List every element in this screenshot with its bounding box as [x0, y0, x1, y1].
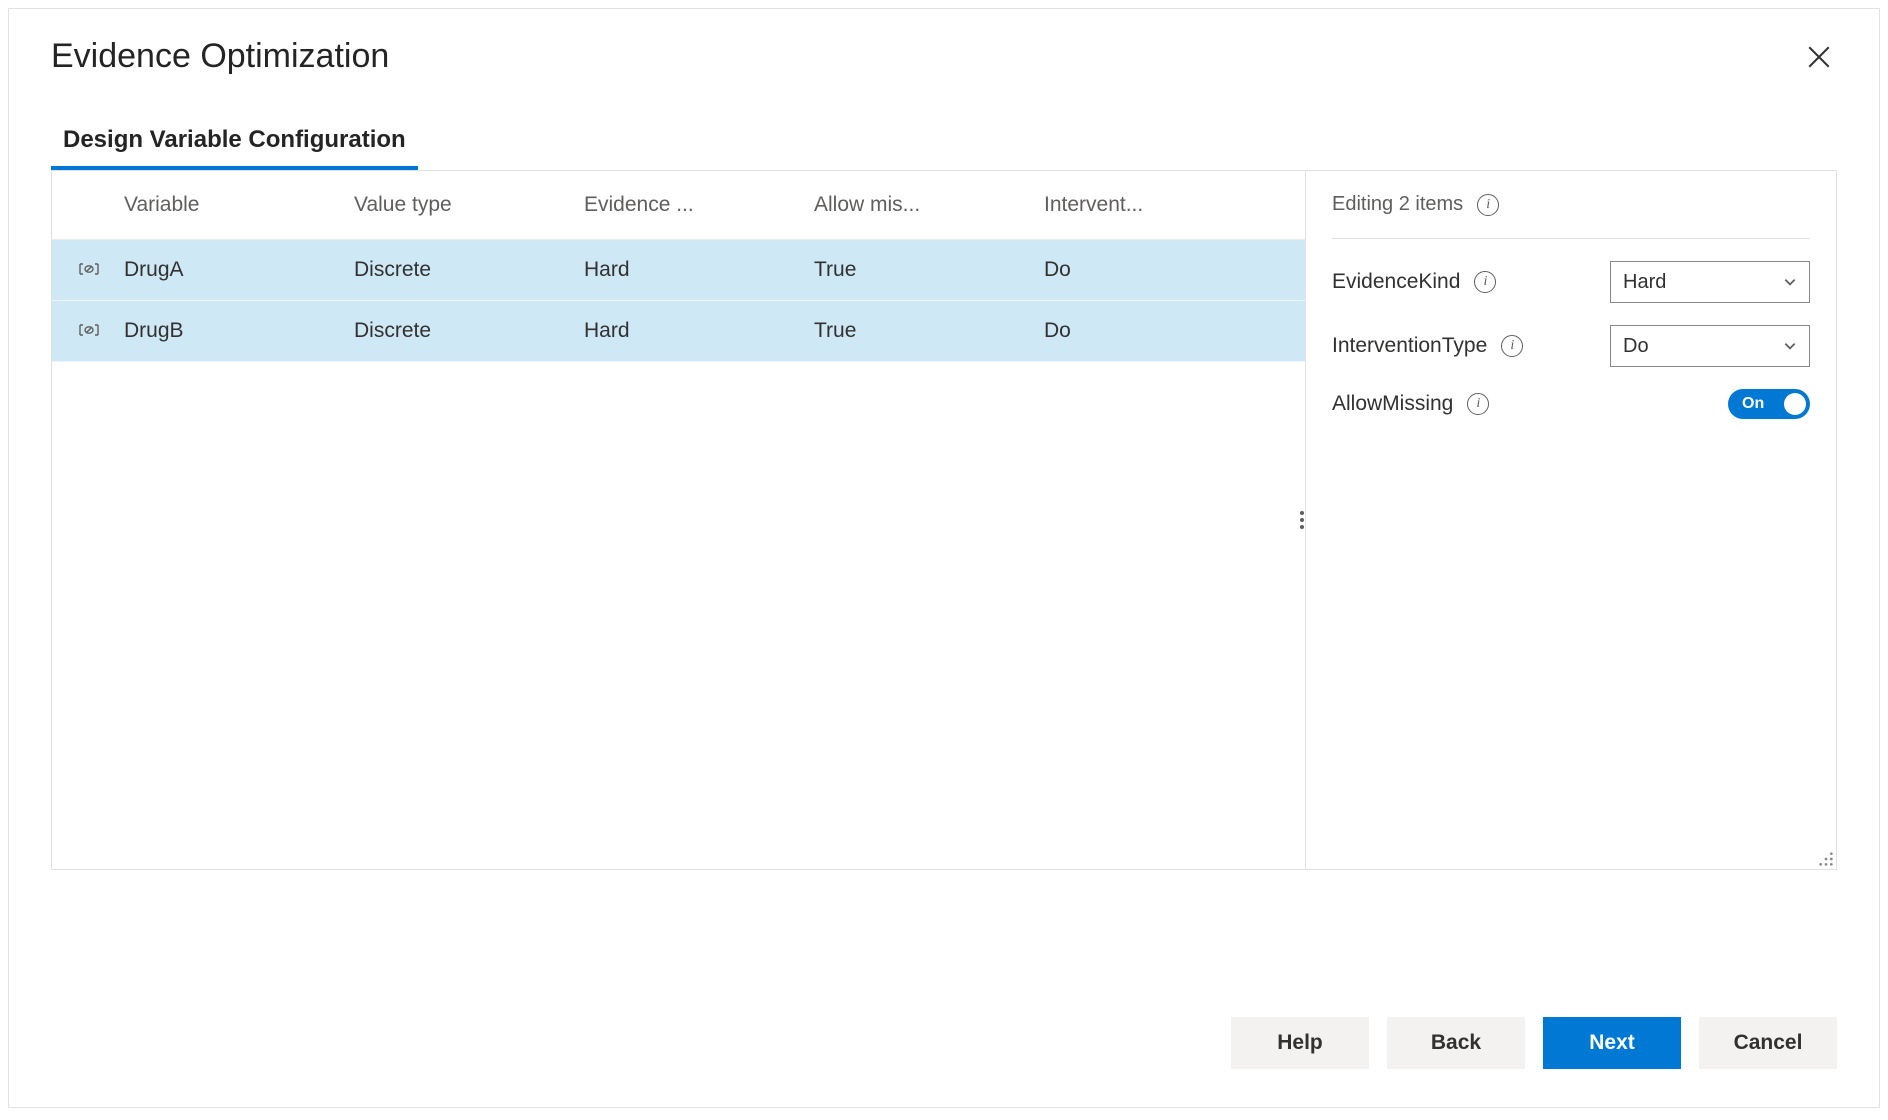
col-variable[interactable]: Variable — [112, 171, 342, 240]
editing-count-label: Editing 2 items — [1332, 193, 1463, 216]
dialog-footer: Help Back Next Cancel — [1231, 1017, 1837, 1069]
property-evidence-kind: EvidenceKind i Hard — [1332, 261, 1810, 303]
cell-intervention: Do — [1032, 301, 1305, 362]
variable-icon — [64, 262, 100, 276]
chevron-down-icon — [1783, 275, 1797, 289]
toggle-knob — [1784, 393, 1806, 415]
close-icon — [1806, 44, 1832, 70]
cell-variable: DrugB — [112, 301, 342, 362]
dialog-title: Evidence Optimization — [51, 37, 389, 76]
cell-evidence: Hard — [572, 301, 802, 362]
side-panel: Editing 2 items i EvidenceKind i Hard In… — [1306, 171, 1836, 869]
evidence-kind-dropdown[interactable]: Hard — [1610, 261, 1810, 303]
editing-header: Editing 2 items i — [1332, 193, 1810, 239]
col-allow-missing[interactable]: Allow mis... — [802, 171, 1032, 240]
next-button[interactable]: Next — [1543, 1017, 1681, 1069]
intervention-type-value: Do — [1623, 335, 1649, 358]
col-intervention[interactable]: Intervent... — [1032, 171, 1305, 240]
tab-design-variable-config[interactable]: Design Variable Configuration — [51, 126, 418, 170]
close-button[interactable] — [1801, 39, 1837, 75]
cell-value-type: Discrete — [342, 301, 572, 362]
property-intervention-type: InterventionType i Do — [1332, 325, 1810, 367]
intervention-type-label: InterventionType — [1332, 334, 1487, 358]
cell-evidence: Hard — [572, 240, 802, 301]
resize-grip-icon[interactable] — [1818, 851, 1834, 867]
splitter-handle[interactable] — [1300, 511, 1304, 529]
evidence-kind-label: EvidenceKind — [1332, 270, 1460, 294]
toggle-state-label: On — [1742, 395, 1764, 413]
col-evidence[interactable]: Evidence ... — [572, 171, 802, 240]
table-body: DrugA Discrete Hard True Do — [52, 240, 1305, 362]
table-row[interactable]: DrugB Discrete Hard True Do — [52, 301, 1305, 362]
help-button[interactable]: Help — [1231, 1017, 1369, 1069]
info-icon[interactable]: i — [1467, 393, 1489, 415]
table-header-row: Variable Value type Evidence ... Allow m… — [52, 171, 1305, 240]
tab-header: Design Variable Configuration — [9, 126, 1879, 170]
back-button[interactable]: Back — [1387, 1017, 1525, 1069]
variable-icon — [64, 323, 100, 337]
dialog-header: Evidence Optimization — [9, 9, 1879, 96]
col-value-type[interactable]: Value type — [342, 171, 572, 240]
intervention-type-dropdown[interactable]: Do — [1610, 325, 1810, 367]
info-icon[interactable]: i — [1477, 194, 1499, 216]
table-panel: Variable Value type Evidence ... Allow m… — [52, 171, 1306, 869]
cell-variable: DrugA — [112, 240, 342, 301]
cell-value-type: Discrete — [342, 240, 572, 301]
property-allow-missing: AllowMissing i On — [1332, 389, 1810, 419]
info-icon[interactable]: i — [1474, 271, 1496, 293]
evidence-kind-value: Hard — [1623, 271, 1666, 294]
variable-table: Variable Value type Evidence ... Allow m… — [52, 171, 1305, 362]
main-panel: Variable Value type Evidence ... Allow m… — [51, 170, 1837, 870]
dialog: Evidence Optimization Design Variable Co… — [8, 8, 1880, 1108]
allow-missing-toggle[interactable]: On — [1728, 389, 1810, 419]
allow-missing-label: AllowMissing — [1332, 392, 1453, 416]
cancel-button[interactable]: Cancel — [1699, 1017, 1837, 1069]
chevron-down-icon — [1783, 339, 1797, 353]
cell-intervention: Do — [1032, 240, 1305, 301]
table-row[interactable]: DrugA Discrete Hard True Do — [52, 240, 1305, 301]
info-icon[interactable]: i — [1501, 335, 1523, 357]
col-icon — [52, 171, 112, 240]
cell-allow-missing: True — [802, 301, 1032, 362]
cell-allow-missing: True — [802, 240, 1032, 301]
